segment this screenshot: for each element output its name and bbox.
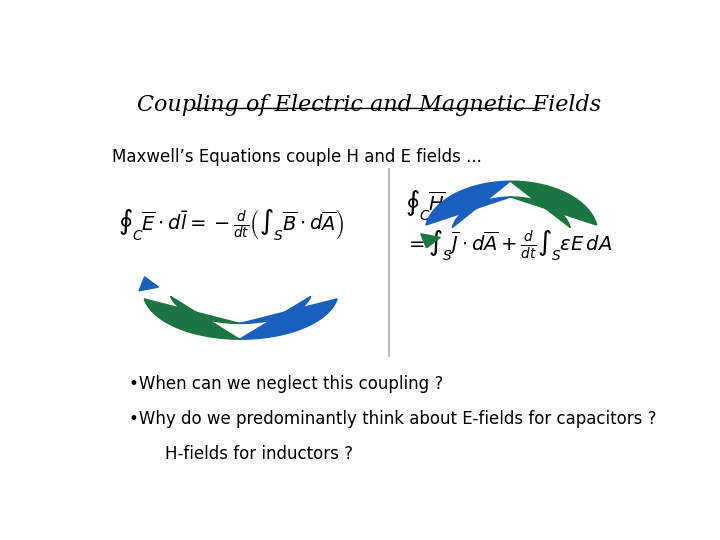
Text: $= \int_S \overline{J} \cdot d\overline{A} + \frac{d}{dt}\int_S \epsilon E\, dA$: $= \int_S \overline{J} \cdot d\overline{… [405,228,613,263]
Text: •When can we neglect this coupling ?: •When can we neglect this coupling ? [129,375,444,393]
Text: H-fields for inductors ?: H-fields for inductors ? [166,446,354,463]
Text: $\oint_C \overline{H} \cdot d\bar{l}$: $\oint_C \overline{H} \cdot d\bar{l}$ [405,189,478,224]
Text: $\oint_C \overline{E} \cdot d\bar{l} = -\frac{d}{dt}\left(\int_S \overline{B} \c: $\oint_C \overline{E} \cdot d\bar{l} = -… [118,207,345,242]
Polygon shape [240,296,337,339]
Text: Maxwell’s Equations couple H and E fields ...: Maxwell’s Equations couple H and E field… [112,148,482,166]
Text: •Why do we predominantly think about E-fields for capacitors ?: •Why do we predominantly think about E-f… [129,410,657,428]
Text: Coupling of Electric and Magnetic Fields: Coupling of Electric and Magnetic Fields [137,94,601,116]
Polygon shape [144,296,240,339]
Polygon shape [510,181,597,227]
Polygon shape [420,234,440,248]
Polygon shape [139,277,158,291]
Polygon shape [426,181,510,227]
